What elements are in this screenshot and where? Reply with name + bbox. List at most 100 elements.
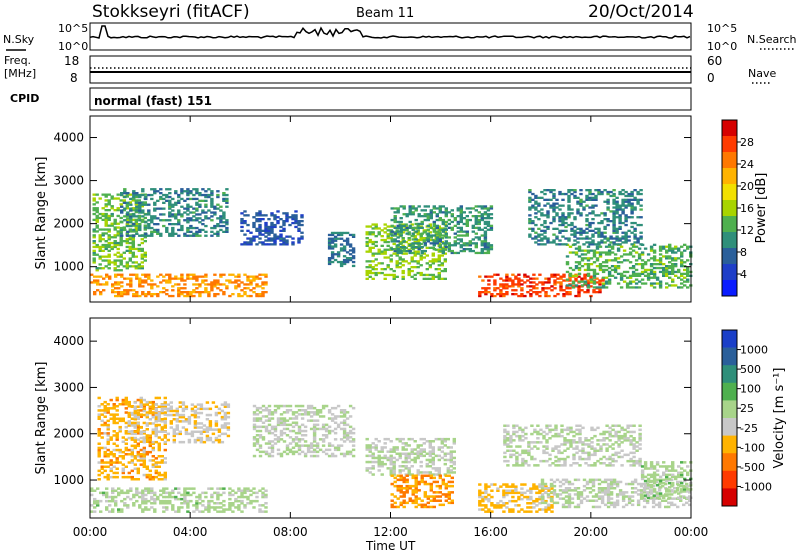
- power-cell: [443, 231, 447, 234]
- power-cell: [453, 224, 457, 227]
- velocity-cell: [389, 454, 393, 458]
- power-cell: [116, 255, 120, 258]
- power-cell: [624, 194, 628, 198]
- power-cell: [225, 279, 229, 282]
- power-cell: [570, 233, 574, 236]
- velocity-cell: [258, 434, 263, 437]
- velocity-cell: [127, 413, 131, 417]
- velocity-cell: [169, 420, 173, 423]
- power-cell: [297, 227, 301, 230]
- power-cell: [107, 214, 111, 218]
- velocity-cell: [312, 438, 317, 441]
- power-cell: [419, 256, 423, 259]
- power-cell: [586, 268, 591, 272]
- velocity-cell: [396, 489, 400, 492]
- velocity-cell: [389, 469, 393, 472]
- velocity-cell: [145, 465, 149, 468]
- velocity-cell: [147, 491, 151, 495]
- velocity-cell: [243, 504, 247, 507]
- power-cell: [398, 248, 402, 251]
- power-cell: [616, 265, 621, 268]
- velocity-cell: [261, 510, 265, 513]
- power-cell: [291, 237, 295, 240]
- power-cell: [201, 188, 205, 191]
- power-cell: [119, 199, 123, 202]
- power-cell: [612, 189, 616, 192]
- power-cell: [408, 209, 412, 212]
- power-cell: [546, 202, 550, 205]
- power-cell: [195, 283, 199, 286]
- power-cell: [327, 237, 332, 240]
- power-cell: [140, 253, 144, 256]
- power-cell: [561, 204, 565, 207]
- power-cell: [116, 243, 120, 247]
- velocity-cell: [106, 419, 110, 423]
- power-cell: [131, 243, 135, 247]
- velocity-cell: [130, 459, 134, 462]
- velocity-cell: [309, 415, 314, 418]
- power-cell: [128, 259, 132, 262]
- power-cell: [637, 286, 642, 289]
- power-cell: [630, 192, 634, 196]
- velocity-cell: [481, 497, 485, 501]
- power-cell: [588, 229, 592, 232]
- velocity-cell: [279, 423, 284, 427]
- velocity-cell: [202, 430, 207, 433]
- velocity-cell: [114, 499, 118, 503]
- velocity-cell: [144, 506, 148, 509]
- velocity-cell: [106, 473, 110, 477]
- power-cell: [477, 215, 481, 218]
- velocity-cell: [246, 487, 250, 490]
- power-cell: [489, 246, 494, 249]
- velocity-cell: [124, 442, 128, 445]
- power-cell: [483, 248, 488, 251]
- power-cell: [216, 287, 220, 290]
- power-cell: [126, 211, 130, 214]
- power-cell: [668, 249, 672, 252]
- velocity-cell: [336, 444, 341, 447]
- power-cell: [440, 277, 444, 280]
- power-cell: [342, 231, 347, 235]
- power-cell: [576, 241, 580, 244]
- velocity-cell: [576, 491, 581, 494]
- power-cell: [419, 258, 423, 261]
- velocity-cell: [288, 429, 293, 433]
- power-cell: [411, 248, 415, 251]
- power-cell: [117, 281, 121, 284]
- power-cell: [534, 194, 538, 198]
- power-cell: [618, 214, 622, 217]
- velocity-cell: [414, 476, 418, 480]
- power-cell: [621, 210, 625, 213]
- power-cell: [429, 209, 433, 212]
- power-cell: [92, 203, 96, 206]
- velocity-cell: [136, 415, 140, 419]
- power-cell: [240, 212, 244, 215]
- power-cell: [534, 216, 538, 219]
- power-cell: [585, 214, 589, 217]
- power-cell: [528, 206, 532, 209]
- power-cell: [267, 218, 271, 221]
- power-cell: [204, 273, 208, 276]
- power-cell: [95, 267, 99, 270]
- velocity-cell: [416, 444, 420, 447]
- velocity-cell: [97, 396, 101, 400]
- power-cell: [594, 204, 598, 207]
- power-cell: [159, 197, 163, 201]
- power-cell: [345, 258, 350, 262]
- power-cell: [671, 268, 675, 272]
- velocity-cell: [214, 436, 219, 440]
- velocity-cell: [450, 476, 454, 480]
- power-cell: [597, 227, 601, 230]
- power-cell: [395, 233, 399, 236]
- power-cell: [168, 211, 172, 214]
- velocity-cell: [127, 436, 131, 440]
- power-cell: [168, 273, 172, 276]
- power-cell: [618, 220, 622, 223]
- velocity-cell: [291, 450, 296, 454]
- power-cell: [438, 205, 442, 208]
- velocity-cell: [150, 487, 154, 490]
- power-cell: [585, 198, 589, 201]
- velocity-cell: [231, 493, 235, 497]
- power-cell: [674, 257, 678, 260]
- velocity-cell: [148, 436, 152, 439]
